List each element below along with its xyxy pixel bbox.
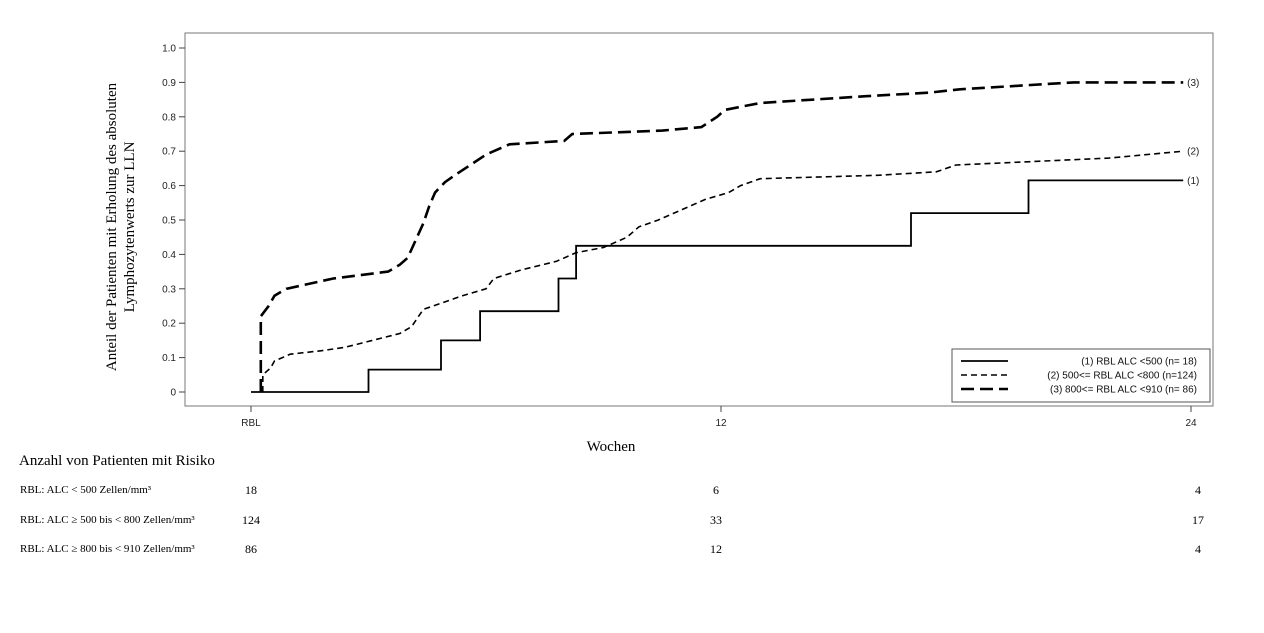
y-tick-label-6: 0.6	[162, 181, 176, 192]
legend-entry-1: (1) RBL ALC <500 (n= 18)	[1081, 357, 1197, 368]
x-axis-title: Wochen	[587, 439, 636, 455]
y-tick-label-2: 0.2	[162, 319, 176, 330]
y-tick-label-10: 1.0	[162, 44, 176, 55]
y-tick-label-3: 0.3	[162, 284, 176, 295]
risk-value-r2-t12: 33	[710, 513, 722, 527]
risk-value-r2-t24: 17	[1192, 513, 1204, 527]
risk-table-title: Anzahl von Patienten mit Risiko	[19, 453, 215, 469]
risk-row-label-3: RBL: ALC ≥ 800 bis < 910 Zellen/mm³	[20, 543, 195, 555]
legend: (1) RBL ALC <500 (n= 18) (2) 500<= RBL A…	[951, 348, 1211, 403]
series-line-1	[251, 179, 1184, 393]
risk-value-r2-t0: 124	[242, 513, 260, 527]
y-axis: 0 0.1 0.2 0.3 0.4 0.5 0.6 0.7 0.8 0.9 1.0	[162, 44, 185, 399]
y-tick-label-0: 0	[170, 388, 176, 399]
y-tick-label-8: 0.8	[162, 112, 176, 123]
risk-value-r1-t0: 18	[245, 483, 257, 497]
series-end-label-2: (2)	[1187, 147, 1199, 158]
x-tick-label-2: 24	[1185, 418, 1197, 429]
series-line-2	[261, 150, 1184, 392]
legend-entry-3: (3) 800<= RBL ALC <910 (n= 86)	[1050, 385, 1197, 396]
risk-row-label-1: RBL: ALC < 500 Zellen/mm³	[20, 484, 152, 496]
risk-value-r3-t0: 86	[245, 542, 257, 556]
series-line-3	[259, 81, 1184, 392]
risk-value-r1-t24: 4	[1195, 483, 1201, 497]
y-tick-label-9: 0.9	[162, 78, 176, 89]
legend-entry-2: (2) 500<= RBL ALC <800 (n=124)	[1047, 371, 1197, 382]
risk-value-r1-t12: 6	[713, 483, 719, 497]
y-axis-title-line-2: Lymphozytenwerts zur LLN	[122, 141, 138, 312]
series-lines	[251, 81, 1184, 393]
y-axis-title-line-1: Anteil der Patienten mit Erholung des ab…	[104, 82, 120, 371]
y-tick-label-7: 0.7	[162, 147, 176, 158]
risk-value-r3-t12: 12	[710, 542, 722, 556]
risk-row-label-2: RBL: ALC ≥ 500 bis < 800 Zellen/mm³	[20, 514, 195, 526]
x-tick-label-1: 12	[715, 418, 727, 429]
x-tick-label-0: RBL	[241, 418, 261, 429]
y-tick-label-1: 0.1	[162, 353, 176, 364]
x-axis: RBL 12 24	[241, 406, 1197, 429]
series-end-labels: (1) (2) (3)	[1187, 78, 1199, 187]
series-end-label-3: (3)	[1187, 78, 1199, 89]
y-tick-label-5: 0.5	[162, 216, 176, 227]
y-tick-label-4: 0.4	[162, 250, 176, 261]
risk-value-r3-t24: 4	[1195, 542, 1201, 556]
series-end-label-1: (1)	[1187, 176, 1199, 187]
